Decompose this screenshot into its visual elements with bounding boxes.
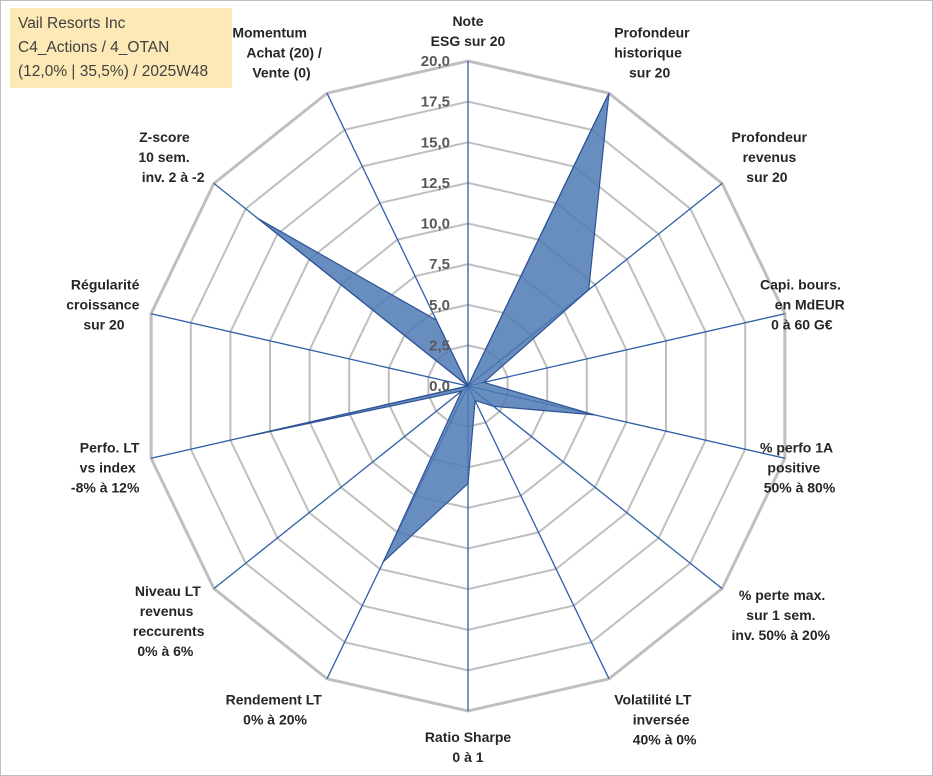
radar-tick-labels: 0,0 2,5 5,0 7,5 10,0 12,5 15,0 17,5 20,0: [421, 53, 450, 395]
axis-label: Volatilité LT inversée 40% à 0%: [614, 692, 697, 748]
tick-label: 15,0: [421, 134, 450, 151]
axis-label: Régularité croissance sur 20: [66, 276, 139, 332]
tick-label: 5,0: [429, 297, 450, 314]
axis-spoke: [150, 313, 469, 387]
tick-label: 17,5: [421, 94, 450, 111]
category-label: C4_Actions / 4_OTAN: [18, 39, 170, 56]
tick-label: 12,5: [421, 175, 450, 192]
axis-label: Profondeur revenus sur 20: [732, 129, 808, 185]
axis-label: Rendement LT 0% à 20%: [226, 692, 323, 728]
axis-label: % perte max. sur 1 sem. inv. 50% à 20%: [732, 587, 831, 643]
radar-series: [246, 92, 610, 563]
tick-label: 10,0: [421, 216, 450, 233]
company-name: Vail Resorts Inc: [18, 15, 126, 32]
axis-spoke: [467, 385, 610, 680]
axis-label: Ratio Sharpe 0 à 1: [425, 729, 512, 765]
axis-label: Perfo. LT vs index -8% à 12%: [71, 440, 140, 496]
axis-label: Momentum Achat (20) / Vente (0): [232, 24, 322, 80]
axis-label: Note ESG sur 20: [431, 13, 506, 49]
axis-label: % perfo 1A positive 50% à 80%: [760, 440, 836, 496]
axis-spoke: [467, 313, 786, 387]
tick-label: 7,5: [429, 256, 450, 273]
axis-label: Capi. bours. en MdEUR 0 à 60 G€: [760, 276, 845, 332]
radar-axis-labels: Note ESG sur 20 Profondeur historique sur 20…: [66, 13, 845, 765]
period-label: (12,0% | 35,5%) / 2025W48: [18, 63, 209, 80]
tick-label: 20,0: [421, 53, 450, 70]
axis-label: Z-score 10 sem. inv. 2 à -2: [138, 129, 204, 185]
tick-label: 0,0: [429, 378, 450, 395]
series-area: [246, 92, 610, 563]
axis-spoke: [467, 385, 723, 590]
axis-label: Niveau LT revenus reccurents 0% à 6%: [133, 583, 205, 659]
axis-spoke: [213, 385, 469, 590]
title-box: Vail Resorts Inc C4_Actions / 4_OTAN (12…: [10, 8, 232, 88]
tick-label: 2,5: [429, 337, 450, 354]
axis-label: Profondeur historique sur 20: [614, 24, 690, 80]
